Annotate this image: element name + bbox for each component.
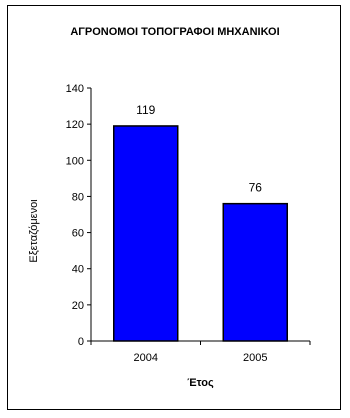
y-tick-label: 40 — [72, 264, 84, 276]
y-axis-title: Εξεταζόμενοι — [28, 199, 40, 263]
y-tick-label: 60 — [72, 228, 84, 240]
y-tick-label: 100 — [66, 155, 84, 167]
bar-2004 — [113, 125, 179, 342]
bar-2005 — [222, 202, 288, 342]
y-tick-label: 0 — [78, 336, 84, 348]
y-tick-label: 120 — [66, 119, 84, 131]
chart-title: ΑΓΡΟΝΟΜΟΙ ΤΟΠΟΓΡΑΦΟΙ ΜΗΧΑΝΙΚΟΙ — [70, 26, 279, 38]
x-tick-label-2005: 2005 — [243, 352, 267, 364]
y-tick-label: 140 — [66, 83, 84, 95]
y-tick-label: 20 — [72, 300, 84, 312]
data-label-2005: 76 — [249, 181, 263, 195]
data-label-2004: 119 — [136, 103, 155, 117]
x-tick-label-2004: 2004 — [134, 352, 158, 364]
x-axis-title: Έτος — [187, 377, 214, 389]
y-tick-label: 80 — [72, 191, 84, 203]
